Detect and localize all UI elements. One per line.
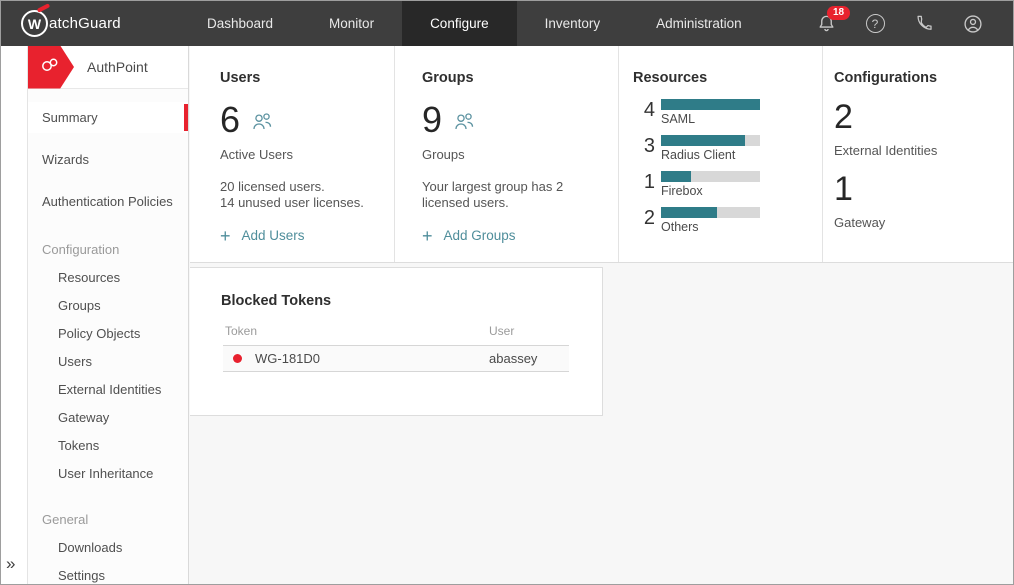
- sidebar-item-resources[interactable]: Resources: [58, 269, 121, 285]
- active-users-count: 6: [220, 99, 241, 140]
- active-indicator: [184, 104, 188, 131]
- blocked-tokens-title: Blocked Tokens: [221, 293, 332, 309]
- add-groups-button[interactable]: + Add Groups: [422, 225, 516, 246]
- plus-icon: +: [220, 225, 231, 246]
- resource-row-saml: 4 SAML: [633, 99, 812, 126]
- blocked-tokens-table: Token User WG-181D0 abassey: [223, 324, 569, 372]
- sidebar-item-tokens[interactable]: Tokens: [58, 437, 100, 453]
- groups-card-title: Groups: [422, 70, 474, 86]
- resource-row-firebox: 1 Firebox: [633, 171, 812, 198]
- product-name: AuthPoint: [87, 59, 148, 75]
- resources-card: Resources 4 SAML 3: [619, 46, 823, 262]
- sidebar-item-external-identities[interactable]: External Identities: [58, 381, 162, 397]
- configurations-card-title: Configurations: [834, 70, 938, 86]
- bell-icon[interactable]: 18: [816, 5, 851, 34]
- sidebar-item-user-inheritance[interactable]: User Inheritance: [58, 465, 154, 481]
- summary-cards-row: Users 6 Active Users 20 licensed users. …: [190, 46, 1013, 263]
- watchguard-logo[interactable]: W atchGuard: [21, 1, 163, 46]
- resources-card-title: Resources: [633, 70, 708, 86]
- bar-fill: [661, 207, 718, 218]
- table-row[interactable]: WG-181D0 abassey: [223, 345, 569, 372]
- nav-inventory[interactable]: Inventory: [544, 16, 601, 31]
- watchguard-w-icon: W: [21, 3, 51, 37]
- sidebar-rail: »: [1, 46, 28, 584]
- column-header-user: User: [487, 324, 569, 346]
- active-users-label: Active Users: [220, 147, 293, 162]
- sidebar-item-groups[interactable]: Groups: [58, 297, 101, 313]
- sidebar-item-users[interactable]: Users: [58, 353, 92, 369]
- column-header-token: Token: [223, 324, 487, 346]
- bar-fill: [661, 99, 760, 110]
- plus-icon: +: [422, 225, 433, 246]
- blocked-status-icon: [233, 354, 242, 363]
- topbar: W atchGuard Dashboard Monitor Configure …: [1, 1, 1013, 46]
- sidebar-item-authentication-policies[interactable]: Authentication Policies: [42, 194, 173, 209]
- product-header: AuthPoint: [28, 45, 188, 89]
- expand-sidebar-button[interactable]: »: [6, 554, 16, 573]
- bar-track: [661, 171, 760, 182]
- sidebar-item-policy-objects[interactable]: Policy Objects: [58, 325, 141, 341]
- blocked-tokens-card: Blocked Tokens Token User WG-181D0: [190, 267, 603, 416]
- main-content: Users 6 Active Users 20 licensed users. …: [190, 46, 1013, 584]
- users-card: Users 6 Active Users 20 licensed users. …: [190, 46, 395, 262]
- sidebar-section-configuration: Configuration: [42, 242, 120, 257]
- group-icon: [42, 58, 58, 71]
- topbar-icons: 18 ?: [816, 1, 983, 46]
- nav-dashboard[interactable]: Dashboard: [207, 16, 274, 31]
- sidebar-item-downloads[interactable]: Downloads: [58, 539, 123, 555]
- resources-bar-list: 4 SAML 3: [633, 99, 812, 234]
- users-card-title: Users: [220, 70, 261, 86]
- resource-row-radius-client: 3 Radius Client: [633, 135, 812, 162]
- bar-fill: [661, 135, 746, 146]
- brand-text: atchGuard: [49, 15, 121, 32]
- sidebar: » AuthPoint Summary Wizards Authenticati…: [1, 45, 189, 584]
- phone-icon[interactable]: [914, 14, 934, 34]
- bar-track: [661, 135, 760, 146]
- sidebar-item-settings[interactable]: Settings: [58, 567, 105, 583]
- bar-fill: [661, 171, 691, 182]
- notification-badge: 18: [827, 5, 851, 20]
- help-icon[interactable]: ?: [865, 14, 885, 34]
- sidebar-item-gateway[interactable]: Gateway: [58, 409, 110, 425]
- bar-track: [661, 207, 760, 218]
- sidebar-item-summary[interactable]: Summary: [28, 102, 188, 133]
- token-user: abassey: [487, 345, 569, 372]
- groups-card: Groups 9 Groups Your largest group has 2…: [395, 46, 619, 262]
- resource-row-others: 2 Others: [633, 207, 812, 234]
- top-nav: Dashboard Monitor Configure Inventory Ad…: [179, 1, 770, 46]
- groups-count-label: Groups: [422, 147, 465, 162]
- account-icon[interactable]: [963, 14, 983, 34]
- logo-swoosh-icon: [36, 3, 51, 13]
- logo-letter: W: [27, 15, 42, 32]
- sidebar-item-wizards[interactable]: Wizards: [42, 152, 89, 167]
- gateway-stat: 1 Gateway: [834, 170, 886, 230]
- groups-count: 9: [422, 99, 443, 140]
- sidebar-section-general: General: [42, 512, 89, 527]
- groups-info: Your largest group has 2 licensed users.: [422, 179, 564, 211]
- nav-monitor[interactable]: Monitor: [329, 16, 375, 31]
- token-id: WG-181D0: [255, 351, 321, 366]
- external-identities-stat: 2 External Identities: [834, 98, 938, 158]
- groups-icon: [455, 112, 474, 129]
- users-license-info: 20 licensed users. 14 unused user licens…: [220, 179, 364, 211]
- nav-administration[interactable]: Administration: [656, 16, 742, 31]
- sidebar-menu: Summary Wizards Authentication Policies …: [28, 89, 188, 584]
- bar-track: [661, 99, 760, 110]
- nav-configure[interactable]: Configure: [402, 1, 517, 46]
- configurations-card: Configurations 2 External Identities 1 G…: [823, 46, 1013, 262]
- add-users-button[interactable]: + Add Users: [220, 225, 305, 246]
- users-icon: [253, 112, 272, 129]
- authpoint-pennant: [28, 45, 74, 89]
